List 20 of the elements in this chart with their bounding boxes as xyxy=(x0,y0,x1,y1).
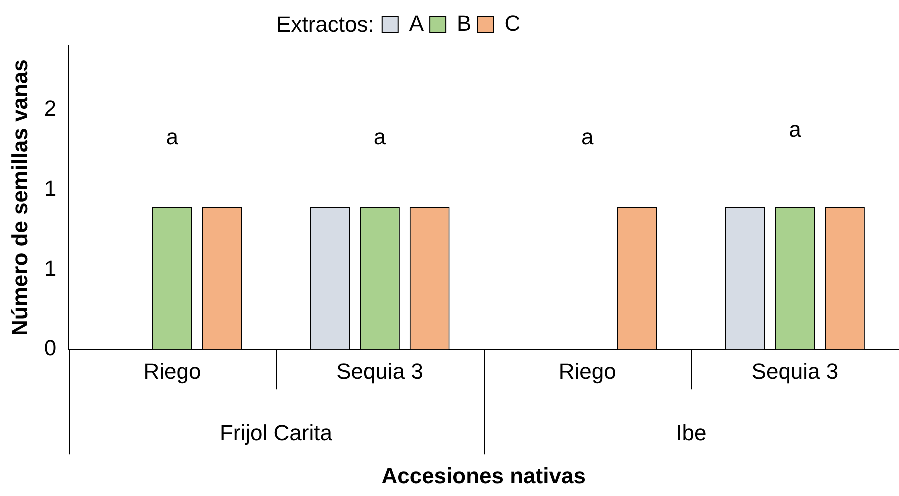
text: Frijol Carita xyxy=(220,420,334,446)
annotation: a xyxy=(166,124,180,150)
legend-label: B xyxy=(457,11,472,36)
annotation: a xyxy=(789,116,802,142)
y-tick-label: 2 xyxy=(44,96,57,121)
legend-label: A xyxy=(409,11,424,36)
x-tick-label: Riego xyxy=(144,358,202,384)
x-tick-label: Riego xyxy=(558,358,616,384)
x-tick-label: Sequia 3 xyxy=(752,358,839,384)
y-tick-label: 1 xyxy=(44,256,57,281)
annotation: a xyxy=(374,124,387,150)
legend-label: C xyxy=(504,11,521,36)
legend-title: Extractos: xyxy=(276,12,374,38)
y-tick-label: 1 xyxy=(44,176,57,201)
text: Ibe xyxy=(676,420,707,446)
x-tick-label: Sequia 3 xyxy=(336,358,424,384)
x-axis-title: Accesiones nativas xyxy=(382,464,586,489)
y-axis-title: Número de semillas vanas xyxy=(7,60,32,336)
annotation: a xyxy=(581,124,594,150)
y-tick-label: 0 xyxy=(44,336,57,361)
